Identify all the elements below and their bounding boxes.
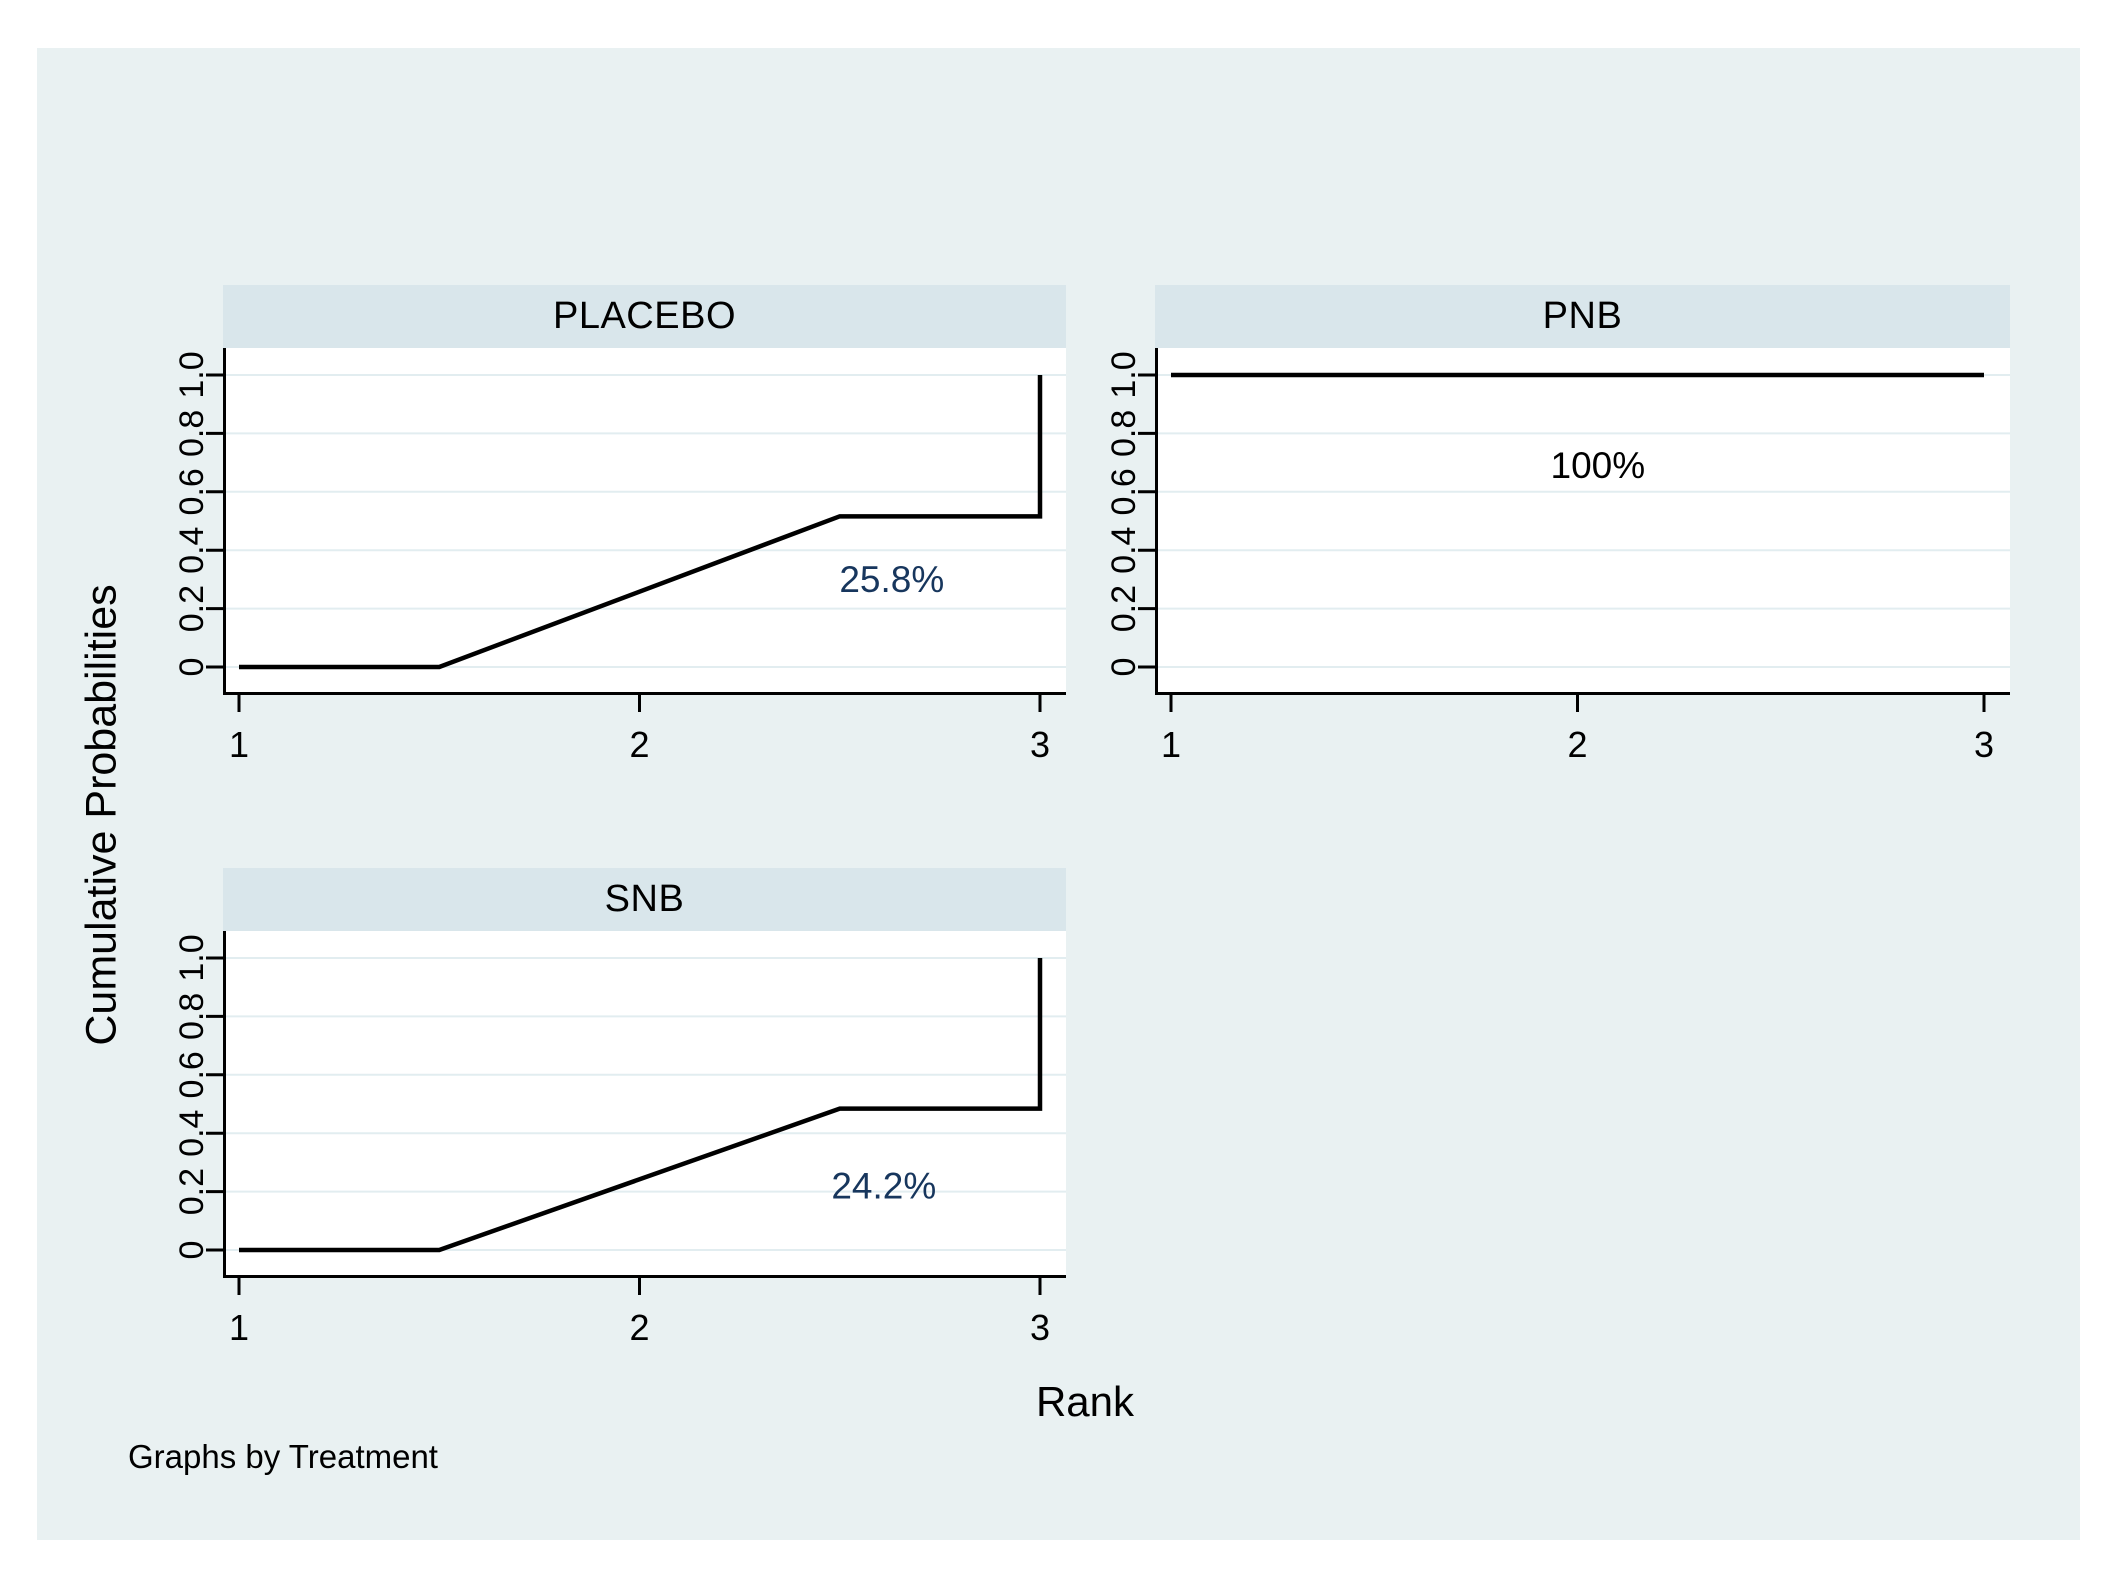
y-tick-label: 0 bbox=[173, 658, 211, 677]
x-tick-label: 3 bbox=[1030, 724, 1050, 765]
y-ticks: 0 0.2 0.4 0.6 0.8 1.0 bbox=[173, 934, 223, 1259]
y-tick-label: 0.6 bbox=[173, 1051, 211, 1098]
panel: PLACEBO 0 0.2 0.4 0.6 0.8 1.0 1 2 3 25.8% bbox=[173, 285, 1066, 785]
x-tick-label: 1 bbox=[1161, 724, 1181, 765]
plot-background bbox=[223, 931, 1066, 1278]
panel: PNB 0 0.2 0.4 0.6 0.8 1.0 1 2 3 100% bbox=[1105, 285, 2010, 785]
x-tick-label: 3 bbox=[1030, 1307, 1050, 1348]
panel-title: SNB bbox=[604, 878, 685, 920]
y-ticks: 0 0.2 0.4 0.6 0.8 1.0 bbox=[173, 351, 223, 676]
y-tick-label: 0.8 bbox=[173, 410, 211, 457]
y-tick-label: 0.6 bbox=[1105, 468, 1143, 515]
x-tick-label: 2 bbox=[629, 1307, 649, 1348]
annotation-label: 25.8% bbox=[839, 559, 944, 600]
gridlines bbox=[225, 374, 1066, 668]
y-tick-label: 0.2 bbox=[1105, 585, 1143, 632]
x-tick-label: 1 bbox=[229, 724, 249, 765]
gridlines bbox=[225, 957, 1066, 1251]
annotation-label: 100% bbox=[1551, 445, 1646, 486]
axis-lines bbox=[1155, 348, 2010, 695]
y-tick-label: 0.4 bbox=[173, 1110, 211, 1157]
y-ticks: 0 0.2 0.4 0.6 0.8 1.0 bbox=[1105, 351, 1155, 676]
y-tick-label: 1.0 bbox=[1105, 351, 1143, 398]
annotation-label: 24.2% bbox=[831, 1165, 936, 1206]
data-line bbox=[239, 375, 1043, 670]
y-tick-label: 0.8 bbox=[1105, 410, 1143, 457]
x-axis-title: Rank bbox=[1035, 1378, 1135, 1425]
y-tick-label: 1.0 bbox=[173, 351, 211, 398]
y-tick-label: 0.2 bbox=[173, 1168, 211, 1215]
panel-title-band: PLACEBO bbox=[223, 285, 1066, 348]
y-tick-label: 0 bbox=[1105, 658, 1143, 677]
plot-area: 0 0.2 0.4 0.6 0.8 1.0 1 2 3 24.2% bbox=[173, 931, 1066, 1348]
panel-title: PLACEBO bbox=[552, 295, 737, 337]
by-graphs-note: Graphs by Treatment bbox=[128, 1438, 438, 1475]
y-tick-label: 0.2 bbox=[173, 585, 211, 632]
x-ticks: 1 2 3 bbox=[229, 1278, 1050, 1348]
x-ticks: 1 2 3 bbox=[229, 695, 1050, 765]
panel-title-band: SNB bbox=[223, 868, 1066, 931]
data-line bbox=[239, 958, 1043, 1253]
x-tick-label: 1 bbox=[229, 1307, 249, 1348]
y-axis-title: Cumulative Probabilities bbox=[77, 584, 126, 1046]
y-tick-label: 0.8 bbox=[173, 993, 211, 1040]
panel: SNB 0 0.2 0.4 0.6 0.8 1.0 1 2 3 24.2% bbox=[173, 868, 1066, 1368]
y-tick-label: 0.4 bbox=[173, 527, 211, 574]
y-tick-label: 0 bbox=[173, 1241, 211, 1260]
axis-lines bbox=[223, 348, 1066, 695]
y-tick-label: 1.0 bbox=[173, 934, 211, 981]
y-tick-label: 0.4 bbox=[1105, 527, 1143, 574]
plot-area: 0 0.2 0.4 0.6 0.8 1.0 1 2 3 100% bbox=[1105, 348, 2010, 765]
x-tick-label: 3 bbox=[1974, 724, 1994, 765]
x-ticks: 1 2 3 bbox=[1161, 695, 1994, 765]
plot-background bbox=[223, 348, 1066, 695]
plot-background bbox=[1155, 348, 2010, 695]
y-tick-label: 0.6 bbox=[173, 468, 211, 515]
x-tick-label: 2 bbox=[629, 724, 649, 765]
x-tick-label: 2 bbox=[1567, 724, 1587, 765]
plot-area: 0 0.2 0.4 0.6 0.8 1.0 1 2 3 25.8% bbox=[173, 348, 1066, 765]
panel-title-band: PNB bbox=[1155, 285, 2010, 348]
axis-lines bbox=[223, 931, 1066, 1278]
panel-title: PNB bbox=[1542, 295, 1623, 337]
